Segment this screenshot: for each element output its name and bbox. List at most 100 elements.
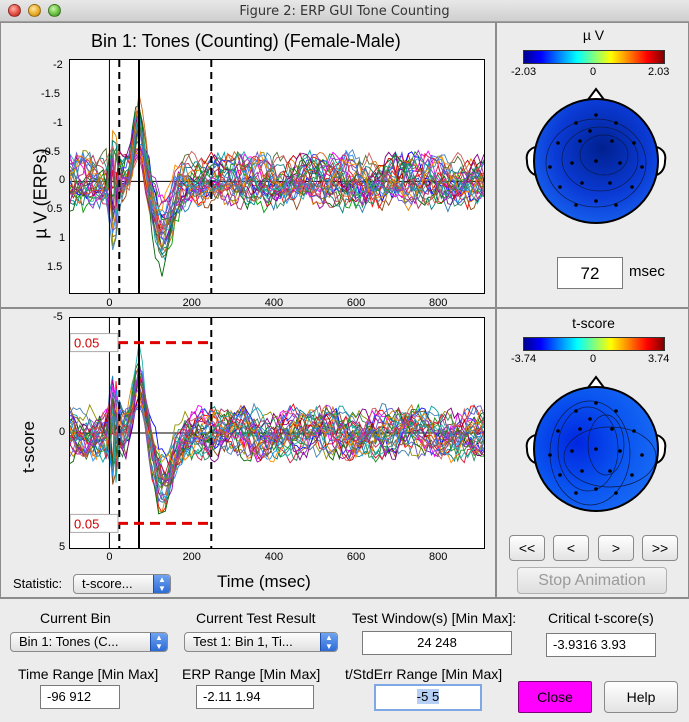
tscore-x-tick-label: 0 [106,551,113,563]
tscore-topo-panel: t-score -3.74 0 3.74 << < > >> Stop Anim… [496,308,689,598]
electrode-marker [630,185,634,189]
electrode-marker [548,165,552,169]
tscore-x-tick-label: 200 [182,551,201,563]
time-range-input[interactable]: -96 912 [40,685,120,709]
electrode-marker [614,203,618,207]
tscore-colorbar-max: 3.74 [648,353,670,365]
electrode-marker [558,185,562,189]
erp-topo-head[interactable] [523,83,669,238]
contour-line [587,414,625,476]
erp-y-tick-label: -0.5 [41,145,60,158]
electrode-marker [610,139,614,143]
electrode-marker [570,449,574,453]
critical-tscore-input[interactable]: -3.9316 3.93 [546,633,656,657]
statistic-label: Statistic: [13,576,63,591]
help-button[interactable]: Help [604,681,678,713]
electrode-marker [578,139,582,143]
current-bin-select[interactable]: Bin 1: Tones (C... ▲ ▼ [10,632,168,652]
tscore-x-tick-label: 400 [264,551,284,563]
erp-x-tick-label: 600 [346,297,366,309]
electrode-marker [614,491,618,495]
tscore-colorbar-mid: 0 [590,353,597,365]
current-test-value: Test 1: Bin 1, Ti... [193,634,293,649]
critical-tscore-label: Critical t-score(s) [548,610,654,626]
tstd-range-label: t/StdErr Range [Min Max] [345,666,503,682]
erp-colorbar [523,50,665,64]
electrode-marker [618,449,622,453]
electrode-marker [558,473,562,477]
erp-y-tick-label: -2 [53,59,63,72]
controls-area: Current Bin Bin 1: Tones (C... ▲ ▼ Curren… [0,598,689,722]
electrode-marker [610,427,614,431]
tscore-topo-head[interactable] [523,371,669,526]
window-titlebar: Figure 2: ERP GUI Tone Counting [0,0,689,22]
erp-y-tick-label: 1 [59,231,66,244]
contour-line [549,400,631,506]
electrode-marker [618,161,622,165]
rewind-button[interactable]: << [509,535,545,561]
tscore-y-tick-label: 0 [59,426,66,438]
time-input[interactable]: 72 [557,257,623,289]
electrode-marker [594,401,598,405]
window-title: Figure 2: ERP GUI Tone Counting [239,4,450,19]
electrode-marker [614,121,618,125]
tscore-colorbar-min: -3.74 [511,353,537,365]
statistic-select[interactable]: t-score... ▲ ▼ [73,574,171,594]
test-window-input[interactable]: 24 248 [362,631,512,655]
threshold-label: 0.05 [74,516,99,531]
updown-arrows-icon: ▲ ▼ [320,633,337,651]
erp-y-tick-label: 0.5 [47,203,63,216]
electrode-marker [588,417,592,421]
electrode-marker [548,453,552,457]
erp-range-input[interactable]: -2.11 1.94 [196,685,314,709]
contour-line [563,426,657,488]
contour-line [557,406,619,492]
electrode-marker [578,427,582,431]
erp-chart [69,60,485,293]
electrode-marker [632,141,636,145]
electrode-marker [640,165,644,169]
tscore-y-tick-label: 5 [59,541,66,553]
updown-arrows-icon: ▲ ▼ [153,575,170,593]
electrode-marker [614,409,618,413]
threshold-label-box [69,513,119,533]
current-test-select[interactable]: Test 1: Bin 1, Ti... ▲ ▼ [184,632,338,652]
electrode-marker [580,181,584,185]
erp-x-tick-label: 400 [264,297,284,309]
tscore-x-tick-label: 800 [429,551,448,563]
tscore-y-tick-label: -5 [53,311,63,323]
left-ear-shape [525,146,536,176]
electrode-marker [608,181,612,185]
electrode-marker [574,203,578,207]
close-window-icon[interactable] [8,4,21,17]
minimize-window-icon[interactable] [28,4,41,17]
nose-shape [586,375,606,390]
left-ear-shape [525,434,536,464]
erp-colorbar-title: µ V [582,27,605,43]
contour-line [579,134,629,176]
tscore-x-tick-label: 600 [346,551,366,563]
erp-x-tick-label: 800 [429,297,448,309]
erp-colorbar-min: -2.03 [511,66,537,78]
contour-line [545,118,647,208]
erp-y-axis-label: µ V (ERPs) [30,148,51,239]
electrode-marker [594,447,598,451]
erp-plot-area[interactable] [69,59,485,294]
stop-animation-button[interactable]: Stop Animation [517,567,667,594]
erp-x-tick-label: 0 [106,297,113,309]
next-button[interactable]: > [598,535,634,561]
tscore-plot-area[interactable]: 0.05 0.05 [69,317,485,549]
statistic-select-value: t-score... [82,576,133,591]
electrode-marker [574,121,578,125]
tstd-range-input[interactable]: -5 5 [374,684,482,711]
erp-colorbar-mid: 0 [590,66,597,78]
tscore-chart: 0.05 0.05 [69,318,485,548]
electrode-marker [570,161,574,165]
erp-plot-title: Bin 1: Tones (Counting) (Female-Male) [91,31,401,51]
electrode-marker [556,141,560,145]
previous-button[interactable]: < [553,535,589,561]
fast-forward-button[interactable]: >> [642,535,678,561]
close-button[interactable]: Close [518,681,592,713]
contour-line [561,126,639,192]
zoom-window-icon[interactable] [48,4,61,17]
